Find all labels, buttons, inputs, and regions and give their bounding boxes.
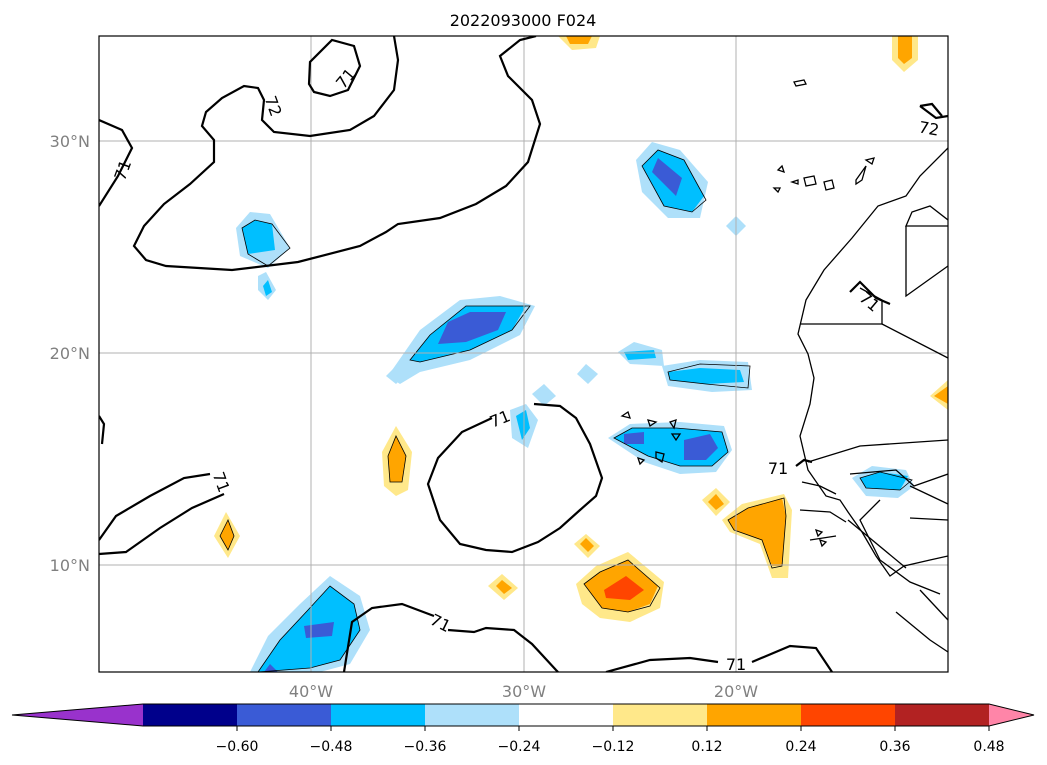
negative-anomaly-area <box>242 220 275 254</box>
contour-label: 71 <box>768 459 788 478</box>
positive-anomaly-area <box>708 494 724 510</box>
negative-anomaly-area <box>577 364 598 384</box>
negative-anomaly-area <box>386 366 404 384</box>
negative-anomaly-area <box>860 472 908 490</box>
negative-anomaly-area <box>438 312 506 344</box>
positive-anomaly-area <box>898 36 912 64</box>
colorbar-tick-label: 0.36 <box>879 739 910 755</box>
colorbar-swatch <box>707 704 802 726</box>
colorbar-extend-low <box>12 704 143 726</box>
colorbar-tick-label: 0.48 <box>973 739 1004 755</box>
colorbar-tick-label: −0.12 <box>592 739 635 755</box>
colorbar-swatch <box>237 704 332 726</box>
lat-label: 10°N <box>50 556 90 575</box>
positive-anomaly-area <box>934 386 948 404</box>
colorbar-tick-label: 0.24 <box>785 739 816 755</box>
gridlines <box>99 36 948 672</box>
colorbar: −0.60 −0.48 −0.36 −0.24 −0.12 0.12 0.24 0.36 0.4… <box>11 703 1035 755</box>
colorbar-swatch <box>895 704 990 726</box>
negative-anomaly-area <box>668 368 744 384</box>
colorbar-swatch <box>613 704 708 726</box>
colorbar-swatch <box>519 704 614 726</box>
negative-anomaly-area <box>652 158 682 196</box>
map-panel: 72 71 71 72 71 71 71 71 71 71 30°N 20°N … <box>50 35 949 701</box>
negative-anomaly-area <box>264 664 278 672</box>
negative-anomaly-area <box>624 432 644 444</box>
colorbar-swatch <box>331 704 426 726</box>
positive-anomaly-area <box>566 36 592 44</box>
contour-labels: 72 71 71 72 71 71 71 71 71 71 <box>110 65 940 674</box>
colorbar-tick-label: −0.36 <box>404 739 447 755</box>
positive-anomaly-area <box>604 576 644 600</box>
colorbar-tick-label: −0.48 <box>310 739 353 755</box>
lon-label: 40°W <box>289 682 333 701</box>
contour-label: 72 <box>917 117 940 139</box>
negative-anomaly-area <box>532 384 556 406</box>
positive-anomaly-area <box>496 580 512 594</box>
positive-anomaly-area <box>580 538 594 552</box>
colorbar-swatch <box>425 704 520 726</box>
anomaly-outlines <box>219 149 913 672</box>
lon-label: 30°W <box>502 682 546 701</box>
coastlines <box>620 79 948 653</box>
colorbar-extend-high <box>989 704 1034 726</box>
figure-title: 2022093000 F024 <box>450 11 597 30</box>
lon-label: 20°W <box>714 682 758 701</box>
colorbar-swatch <box>143 704 238 726</box>
negative-anomaly-area <box>263 280 272 296</box>
colorbar-tick-label: −0.24 <box>498 739 541 755</box>
contour-lines <box>99 36 948 672</box>
colorbar-tick-label: 0.12 <box>691 739 722 755</box>
colorbar-tick-label: −0.60 <box>216 739 259 755</box>
positive-anomaly-area <box>728 498 786 566</box>
negative-anomaly-area <box>516 410 530 440</box>
lat-label: 30°N <box>50 132 90 151</box>
negative-anomaly-area <box>684 434 718 460</box>
map-frame <box>98 35 949 673</box>
colorbar-outline <box>11 703 1035 727</box>
contour-label: 71 <box>726 655 746 674</box>
colorbar-swatch <box>801 704 896 726</box>
lat-label: 20°N <box>50 344 90 363</box>
